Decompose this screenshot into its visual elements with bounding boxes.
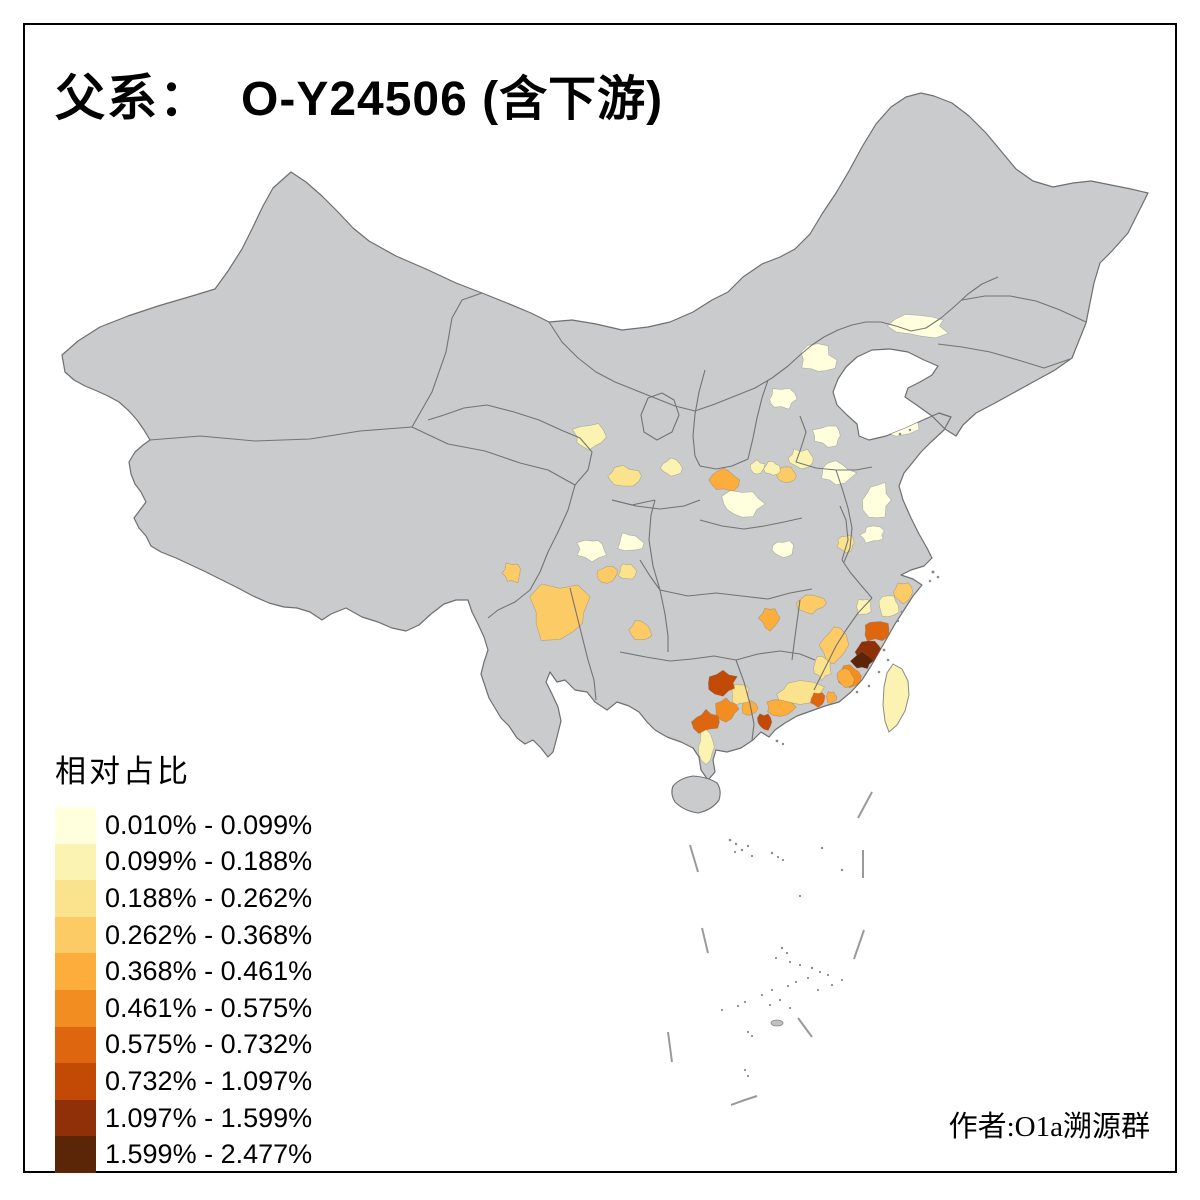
legend-swatch (55, 953, 96, 990)
region-longyan (836, 667, 855, 689)
region-shantou (825, 691, 838, 705)
region-zigong-yibin (596, 566, 618, 584)
legend-swatch (55, 807, 96, 844)
province-borders (149, 276, 1087, 741)
region-nanning (691, 708, 720, 734)
region-mianyang (617, 532, 645, 552)
hainan-island-shape (671, 775, 721, 814)
legend-title: 相对占比 (55, 754, 191, 789)
region-shangrao-huangshan (796, 594, 827, 615)
region-west-fujian (813, 655, 832, 682)
legend-item: 1.599% - 2.477% (55, 1136, 312, 1173)
legend-label: 0.010% - 0.099% (105, 809, 313, 840)
legend-label: 0.262% - 0.368% (105, 919, 313, 950)
region-neijiang-luzhou (617, 563, 637, 580)
legend-swatch (55, 1026, 96, 1064)
legend-label: 0.575% - 0.732% (105, 1029, 313, 1060)
region-nanjing-wuxi (859, 525, 885, 544)
legend-swatch (55, 1063, 96, 1100)
region-chaozhou-jieyang (810, 692, 826, 708)
region-wuhan (771, 540, 794, 558)
legend-swatch (55, 843, 96, 881)
legend-item: 0.010% - 0.099% (55, 807, 312, 844)
region-changzhi (749, 459, 766, 475)
region-zhaoqing-yunfu (741, 700, 759, 716)
region-ningde-fuzhou (864, 621, 890, 642)
region-quanzhou-core (849, 651, 874, 670)
region-chengdu (576, 539, 607, 563)
attribution: 作者:O1a溯源群 (948, 1111, 1150, 1143)
region-nanyang (721, 490, 766, 518)
south-china-sea-dashes (667, 791, 873, 1106)
region-chuxiong-panzhihua (529, 583, 591, 641)
region-beijing (800, 343, 838, 372)
region-lijiang (501, 562, 521, 584)
legend-item: 1.097% - 1.599% (55, 1099, 313, 1137)
plot-frame (23, 23, 1177, 1173)
region-jiangsu-coast (862, 481, 892, 519)
region-xian-weinan (607, 464, 642, 487)
legend-label: 1.599% - 2.477% (105, 1139, 313, 1170)
legend: 相对占比 0.010% - 0.099% 0.099% - 0.188% 0.1… (55, 746, 312, 1173)
legend-item: 0.262% - 0.368% (55, 916, 313, 954)
region-yuncheng (659, 457, 683, 477)
title-main: O-Y24506 (含下游) (241, 73, 664, 126)
legend-item: 0.188% - 0.262% (55, 880, 312, 917)
region-xuzhou (821, 460, 858, 486)
region-liuzhou-laibin (708, 669, 738, 697)
coastal-island-dots (775, 428, 940, 746)
region-qingyuan-heyuan (766, 699, 797, 717)
legend-swatch (55, 880, 96, 917)
legend-item: 0.575% - 0.732% (55, 1026, 313, 1064)
legend-label: 0.732% - 1.097% (105, 1065, 313, 1096)
region-wenzhou-taizhou (878, 595, 900, 618)
legend-label: 0.099% - 0.188% (105, 846, 313, 877)
south-china-sea-islets (720, 838, 844, 1078)
region-jian-ganzhou (757, 607, 781, 632)
region-leizhou-qinzhou (698, 728, 715, 766)
region-shangqiu (776, 466, 797, 483)
legend-label: 0.461% - 0.575% (105, 992, 313, 1023)
title-prefix: 父系： (55, 70, 211, 126)
region-kaifeng (763, 460, 781, 476)
region-sanming (818, 626, 850, 664)
map-title: 父系： O-Y24506 (含下游) (55, 58, 663, 130)
legend-swatch (55, 916, 96, 954)
legend-label: 1.097% - 1.599% (105, 1102, 313, 1133)
legend-label: 0.368% - 0.461% (105, 956, 313, 987)
legend-swatch (55, 989, 96, 1027)
region-chongqing-zunyi (628, 620, 653, 641)
region-guigang-yulin (715, 697, 740, 723)
region-guangzhou-foshan (757, 713, 773, 731)
region-shijiazhuang (769, 388, 798, 410)
region-sw-shandong (787, 448, 814, 470)
region-liaoning-band (887, 314, 949, 339)
legend-swatch (55, 1136, 96, 1173)
legend-item: 0.099% - 0.188% (55, 843, 313, 881)
region-shandong-central (812, 425, 841, 448)
legend-item: 0.732% - 1.097% (55, 1063, 312, 1100)
legend-item: 0.368% - 0.461% (55, 953, 312, 990)
legend-label: 0.188% - 0.262% (105, 882, 313, 913)
region-ningbo-shaoxing (893, 582, 914, 605)
legend-swatch (55, 1099, 96, 1137)
taiwan-island-shape (882, 663, 910, 733)
legend-item: 0.461% - 0.575% (55, 989, 313, 1027)
